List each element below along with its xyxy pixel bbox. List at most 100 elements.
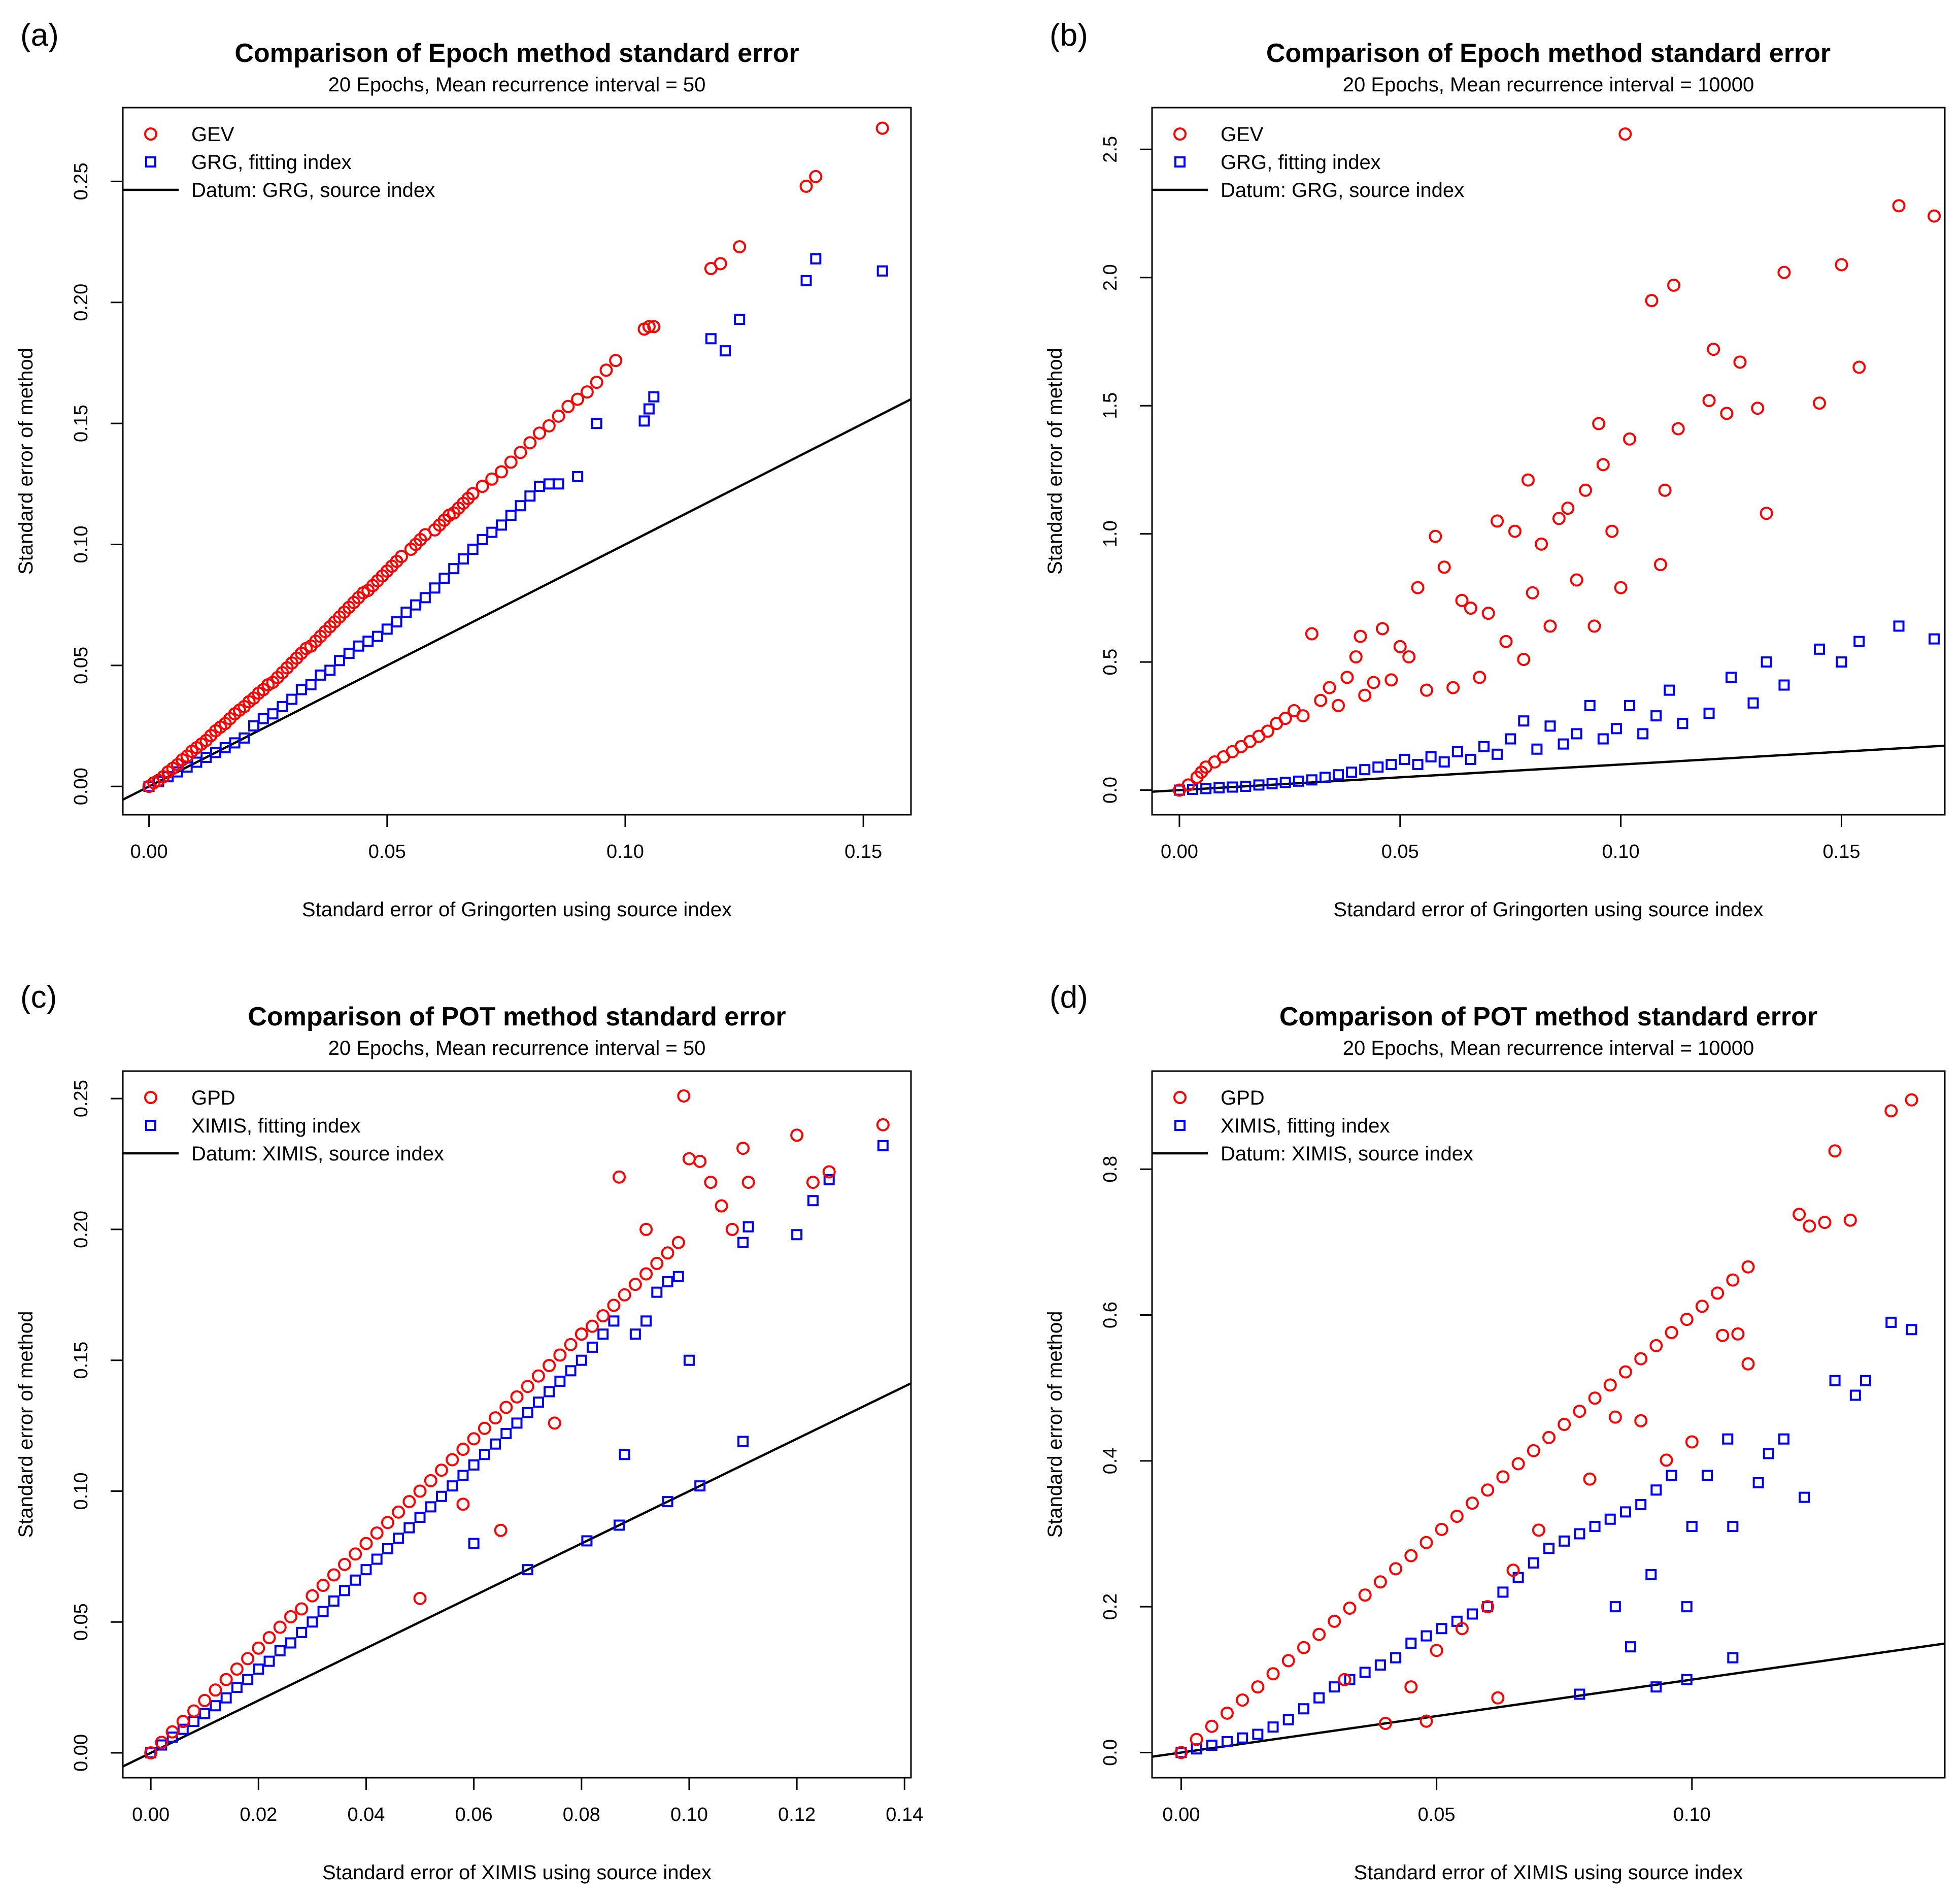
data-point	[1266, 1667, 1280, 1681]
plot-frame	[122, 107, 912, 816]
data-point	[591, 418, 602, 429]
data-point	[790, 1128, 804, 1142]
data-point	[466, 487, 480, 501]
data-point	[307, 1616, 318, 1628]
data-point	[1181, 778, 1195, 792]
data-point	[1340, 671, 1354, 684]
data-point	[1174, 1746, 1188, 1759]
data-point	[1558, 1418, 1571, 1431]
datum-line	[1152, 744, 1945, 793]
legend-marker-circle	[1173, 1091, 1187, 1104]
data-point	[672, 1271, 684, 1282]
data-point	[553, 478, 564, 490]
data-point	[476, 480, 489, 493]
data-point	[1385, 759, 1397, 771]
data-point	[231, 1682, 243, 1693]
data-point	[410, 599, 422, 611]
data-point	[662, 1496, 673, 1508]
data-point	[561, 400, 575, 413]
data-point	[1814, 643, 1826, 655]
data-point	[1354, 629, 1367, 643]
data-point	[349, 1547, 362, 1561]
y-tick-label: 0.05	[71, 647, 92, 684]
data-point	[581, 1535, 593, 1547]
data-point	[1542, 1430, 1556, 1444]
panel-letter: (d)	[1050, 980, 1088, 1015]
data-point	[822, 1165, 836, 1179]
data-point	[548, 1416, 561, 1430]
data-point	[564, 1338, 578, 1351]
data-point	[1671, 422, 1685, 436]
legend-entry-2: XIMIS, fitting index	[191, 1115, 360, 1137]
data-point	[1884, 1104, 1898, 1118]
data-point	[1573, 1405, 1586, 1418]
data-point	[1279, 777, 1291, 788]
data-point	[317, 1606, 329, 1617]
x-tick-label: 0.00	[132, 1804, 170, 1825]
y-tick-label: 2.5	[1100, 136, 1121, 163]
data-point	[1558, 738, 1569, 750]
data-point	[262, 1631, 276, 1645]
data-point	[1359, 764, 1371, 776]
data-point	[1405, 1637, 1417, 1649]
data-point	[1393, 640, 1407, 653]
data-point	[677, 1089, 691, 1103]
data-point	[438, 573, 450, 584]
data-point	[359, 1537, 373, 1550]
data-point	[324, 664, 336, 676]
y-tick-label: 1.5	[1100, 392, 1121, 419]
data-point	[1849, 1389, 1861, 1401]
data-point	[479, 1449, 490, 1460]
data-point	[1727, 1652, 1739, 1663]
data-point	[176, 1715, 190, 1728]
data-point	[1731, 1327, 1745, 1341]
data-point	[413, 1484, 427, 1498]
data-point	[1374, 1659, 1386, 1671]
data-point	[532, 1396, 544, 1408]
data-point	[1390, 1652, 1402, 1663]
data-point	[596, 1309, 610, 1323]
data-point	[1892, 199, 1906, 213]
data-point	[1658, 483, 1672, 497]
x-tick-label: 0.05	[1418, 1804, 1456, 1825]
data-point	[1466, 1496, 1479, 1510]
data-point	[448, 563, 460, 575]
data-point	[1559, 1535, 1570, 1547]
data-point	[1521, 473, 1535, 487]
data-point	[1481, 1600, 1495, 1614]
data-point	[1614, 581, 1628, 594]
data-point	[1298, 1703, 1309, 1715]
data-point	[402, 1495, 416, 1509]
data-point	[1420, 1714, 1433, 1728]
data-point	[810, 253, 822, 264]
data-point	[360, 1564, 372, 1576]
data-point	[187, 1704, 201, 1718]
data-point	[599, 363, 613, 377]
x-axis: 0.00 0.02 0.04 0.06 0.08 0.10 0.12 0.14	[132, 1778, 923, 1825]
data-point	[1319, 772, 1331, 783]
data-point	[295, 684, 307, 695]
series-squares	[143, 253, 888, 792]
data-point	[737, 1237, 749, 1248]
data-point	[1584, 700, 1596, 711]
data-point	[1517, 653, 1531, 667]
y-tick-label: 0.25	[71, 1080, 92, 1117]
data-point	[1437, 560, 1451, 574]
legend-entry-3: Datum: XIMIS, source index	[1221, 1143, 1473, 1165]
data-point	[607, 1299, 621, 1312]
data-point	[1702, 1470, 1713, 1481]
data-point	[362, 636, 374, 647]
x-tick-label: 0.15	[1823, 841, 1861, 862]
y-axis-label: Standard error of method	[15, 348, 37, 575]
data-point	[1205, 1719, 1219, 1733]
datum-line	[123, 1382, 911, 1768]
data-point	[496, 519, 508, 531]
data-point	[1497, 1586, 1509, 1598]
data-point	[1261, 724, 1274, 738]
data-point	[661, 1246, 674, 1260]
data-point	[1190, 1733, 1203, 1746]
panel-b: (b) Comparison of Epoch method standard …	[1044, 18, 1946, 921]
y-axis-label: Standard error of method	[15, 1311, 37, 1538]
y-tick-label: 2.0	[1100, 264, 1121, 291]
legend-entry-1: GPD	[191, 1087, 235, 1109]
